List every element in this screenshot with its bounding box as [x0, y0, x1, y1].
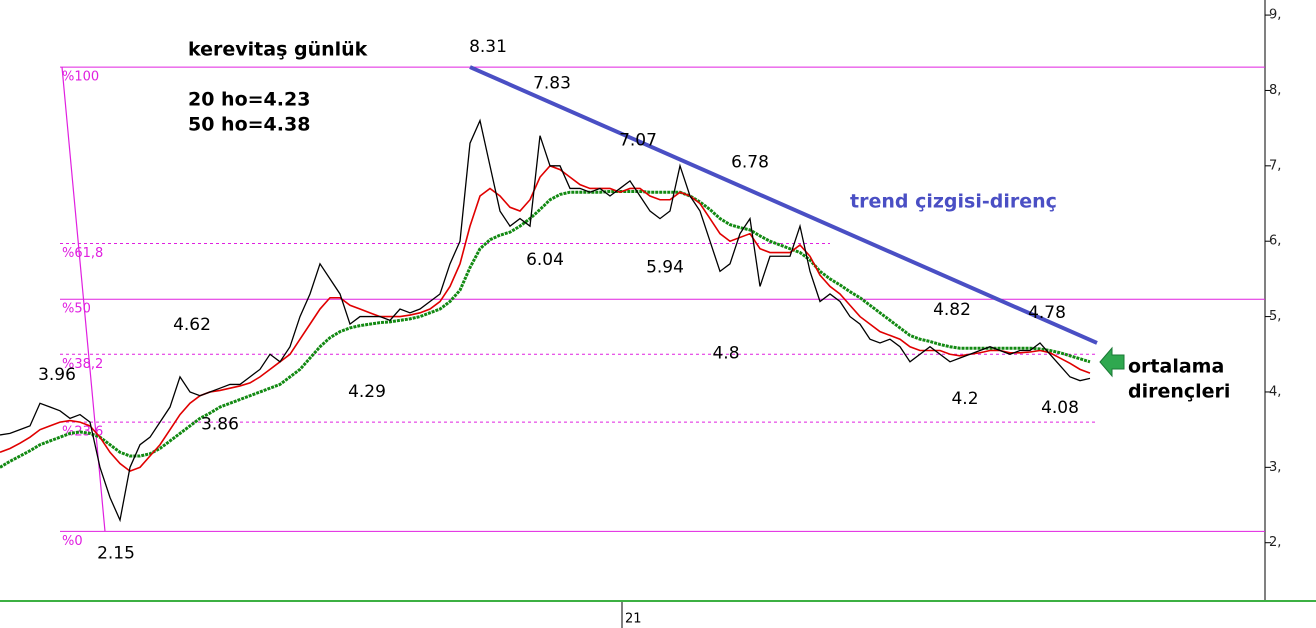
price-annotation: 7.83: [533, 73, 571, 93]
price-annotation: 4.78: [1028, 303, 1066, 323]
price-annotation: 4.2: [951, 389, 978, 409]
ma-note: dirençleri: [1128, 381, 1230, 403]
y-tick-label: 8,: [1269, 83, 1281, 98]
fib-label: %61,8: [62, 246, 103, 261]
price-annotation: 6.04: [526, 250, 564, 270]
price-annotation: 6.78: [731, 152, 769, 172]
price-annotation: 3.96: [38, 365, 76, 385]
price-annotation: 4.8: [712, 344, 739, 364]
y-tick-label: 2,: [1269, 535, 1281, 550]
fib-anchor: [61, 67, 106, 532]
y-tick-label: 6,: [1269, 234, 1281, 249]
y-tick-label: 9,: [1269, 8, 1281, 23]
y-tick-label: 5,: [1269, 309, 1281, 324]
series-line: [0, 164, 1091, 473]
chart-title: kerevitaş günlük: [188, 39, 368, 61]
price-annotation: 5.94: [646, 258, 684, 278]
fib-label: %38,2: [62, 357, 103, 372]
ma-info: 20 ho=4.23: [188, 89, 310, 111]
price-annotation: 4.82: [933, 300, 971, 320]
trend-label: trend çizgisi-direnç: [850, 191, 1057, 213]
price-annotation: 4.08: [1041, 398, 1079, 418]
fib-label: %0: [62, 534, 83, 549]
arrow-icon: [1099, 346, 1125, 378]
series-line: [0, 189, 1091, 469]
price-annotation: 2.15: [97, 543, 135, 563]
y-tick-label: 7,: [1269, 158, 1281, 173]
trend-line: [469, 65, 1098, 345]
y-tick-label: 4,: [1269, 384, 1281, 399]
x-tick-label: 21: [625, 612, 642, 627]
fib-label: %50: [62, 302, 91, 317]
ma-info: 50 ho=4.38: [188, 114, 310, 136]
price-annotation: 8.31: [469, 37, 507, 57]
fib-label: %100: [62, 70, 99, 85]
price-annotation: 4.29: [348, 382, 386, 402]
y-tick-label: 3,: [1269, 460, 1281, 475]
series-line: [0, 118, 1091, 523]
price-annotation: 3.86: [201, 415, 239, 435]
ma-note: ortalama: [1128, 356, 1224, 378]
price-annotation: 4.62: [173, 315, 211, 335]
price-annotation: 7.07: [619, 131, 657, 151]
